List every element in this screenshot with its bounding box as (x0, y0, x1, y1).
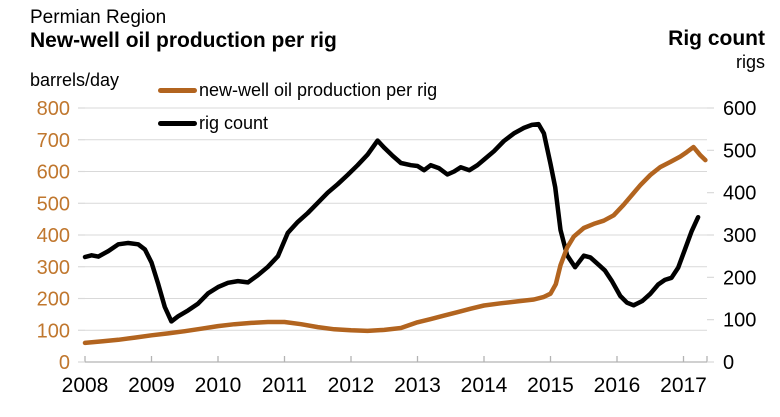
x-axis-tick-label: 2013 (394, 374, 441, 397)
chart-region-title: Permian Region (30, 7, 167, 28)
right-axis-title: Rig count (668, 27, 765, 50)
left-axis-tick-label: 300 (37, 257, 70, 279)
legend-item-production: new-well oil production per rig (158, 77, 437, 103)
legend-label-rig-count: rig count (199, 112, 269, 133)
left-axis-tick-label: 800 (37, 98, 70, 120)
legend-swatch-rig-count (158, 120, 197, 126)
series-line-new-well-production (82, 144, 708, 346)
x-axis-tick-label: 2014 (461, 374, 508, 397)
right-axis-tick-label: 200 (723, 267, 756, 289)
left-axis-units-label: barrels/day (30, 70, 120, 90)
left-axis-tick-label: 600 (37, 162, 70, 184)
legend: new-well oil production per rig rig coun… (158, 77, 437, 143)
legend-label-production: new-well oil production per rig (199, 79, 438, 100)
x-axis-tick-label: 2016 (594, 374, 641, 397)
legend-swatch-production (158, 87, 197, 93)
x-axis-tick-label: 2011 (262, 374, 307, 397)
chart-title: New-well oil production per rig (30, 29, 337, 52)
right-axis-tick-label: 300 (723, 225, 756, 247)
x-axis-tick-label: 2010 (195, 374, 242, 397)
right-axis-tick-label: 400 (723, 183, 756, 205)
right-axis-tick-label: 0 (723, 352, 734, 374)
x-axis-tick-label: 2012 (328, 374, 375, 397)
legend-item-rig-count: rig count (158, 110, 437, 136)
right-axis-tick-label: 100 (723, 310, 756, 332)
x-axis-tick-label: 2008 (62, 374, 109, 397)
x-axis-tick-label: 2017 (660, 374, 707, 397)
left-axis-tick-label: 200 (37, 289, 70, 311)
left-axis-tick-label: 0 (59, 352, 70, 374)
left-axis-tick-label: 500 (37, 193, 70, 215)
left-axis-tick-label: 700 (37, 130, 70, 152)
series-line-rig-count (82, 121, 701, 324)
x-axis-tick-label: 2015 (527, 374, 574, 397)
right-axis-tick-label: 500 (723, 140, 756, 162)
x-axis-tick-label: 2009 (128, 374, 175, 397)
right-axis-tick-label: 600 (723, 98, 756, 120)
right-axis-units-label: rigs (735, 52, 765, 72)
left-axis-tick-label: 400 (37, 225, 70, 247)
left-axis-tick-label: 100 (37, 320, 70, 342)
